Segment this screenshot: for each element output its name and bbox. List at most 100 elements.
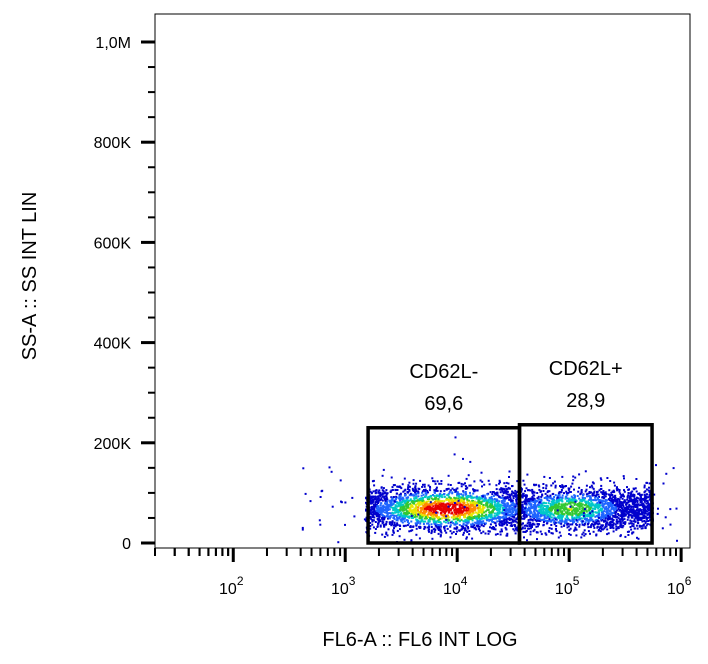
event-dot — [461, 511, 464, 514]
event-dot — [471, 496, 474, 499]
event-dot — [447, 498, 450, 501]
event-dot — [410, 500, 413, 503]
event-dot — [553, 523, 556, 526]
event-dot — [600, 528, 603, 530]
event-dot — [565, 496, 568, 498]
event-dot — [585, 517, 588, 520]
event-dot — [472, 500, 474, 502]
event-dot — [375, 503, 378, 506]
event-dot — [549, 494, 552, 497]
event-dot — [339, 479, 342, 482]
event-dot — [383, 523, 386, 526]
event-dot — [439, 530, 442, 533]
event-dot — [510, 500, 513, 503]
event-dot — [440, 507, 443, 510]
event-dot — [561, 510, 564, 513]
event-dot — [382, 468, 385, 471]
event-dot — [607, 498, 610, 501]
event-dot — [540, 499, 543, 502]
event-dot — [643, 520, 646, 522]
event-dot — [421, 508, 424, 511]
event-dot — [531, 496, 534, 498]
event-dot — [599, 507, 602, 510]
event-dot — [593, 523, 596, 526]
event-dot — [426, 526, 429, 529]
event-dot — [548, 518, 551, 521]
event-dot — [642, 509, 645, 512]
event-dot — [501, 512, 504, 515]
event-dot — [628, 511, 630, 514]
event-dot — [573, 495, 576, 498]
event-dot — [423, 512, 426, 515]
event-dot — [628, 508, 631, 511]
event-dot — [480, 517, 483, 519]
event-dot — [386, 507, 389, 510]
event-dot — [437, 501, 440, 504]
event-dot — [475, 495, 478, 498]
event-dot — [629, 519, 632, 522]
event-dot — [552, 521, 555, 524]
event-dot — [449, 521, 452, 524]
event-dot — [483, 511, 486, 514]
event-dot — [422, 483, 424, 486]
event-dot — [505, 488, 508, 491]
event-dot — [421, 490, 424, 493]
event-dot — [600, 510, 603, 513]
event-dot — [319, 523, 322, 526]
event-dot — [527, 498, 530, 500]
event-dot — [477, 528, 480, 530]
event-dot — [380, 498, 383, 501]
event-dot — [328, 466, 331, 469]
event-dot — [590, 500, 593, 503]
event-dot — [447, 493, 450, 496]
event-dot — [615, 503, 618, 506]
event-dot — [604, 495, 607, 498]
event-dot — [507, 513, 509, 516]
event-dot — [525, 515, 528, 518]
event-dot — [439, 490, 442, 493]
event-dot — [631, 522, 633, 525]
event-dot — [427, 508, 430, 511]
event-dot — [484, 522, 487, 525]
event-dot — [447, 508, 450, 510]
event-dot — [604, 502, 607, 505]
event-dot — [464, 509, 466, 512]
event-dot — [653, 493, 656, 496]
event-dot — [578, 514, 581, 517]
event-dot — [629, 522, 632, 525]
event-dot — [492, 526, 495, 528]
event-dot — [504, 526, 507, 529]
event-dot — [498, 524, 501, 527]
event-dot — [380, 502, 383, 505]
event-dot — [379, 506, 382, 509]
event-dot — [603, 520, 605, 523]
event-dot — [403, 538, 406, 541]
event-dot — [655, 464, 657, 467]
event-dot — [515, 509, 518, 512]
event-dot — [637, 537, 640, 540]
event-dot — [609, 495, 612, 498]
event-dot — [421, 485, 424, 488]
event-dot — [430, 495, 433, 498]
event-dot — [486, 518, 489, 521]
event-dot — [669, 523, 672, 526]
event-dot — [438, 508, 441, 511]
event-dot — [385, 500, 388, 503]
event-dot — [472, 506, 475, 509]
gate-percent: 28,9 — [566, 390, 605, 412]
event-dot — [562, 486, 565, 489]
event-dot — [569, 520, 572, 522]
event-dot — [460, 485, 463, 488]
event-dot — [604, 507, 607, 510]
event-dot — [371, 495, 374, 498]
event-dot — [402, 506, 404, 509]
event-dot — [640, 525, 643, 528]
event-dot — [498, 523, 501, 526]
event-dot — [503, 504, 506, 507]
event-dot — [397, 511, 400, 514]
event-dot — [599, 530, 602, 533]
event-dot — [563, 505, 566, 508]
event-dot — [592, 507, 595, 510]
event-dot — [555, 501, 558, 504]
